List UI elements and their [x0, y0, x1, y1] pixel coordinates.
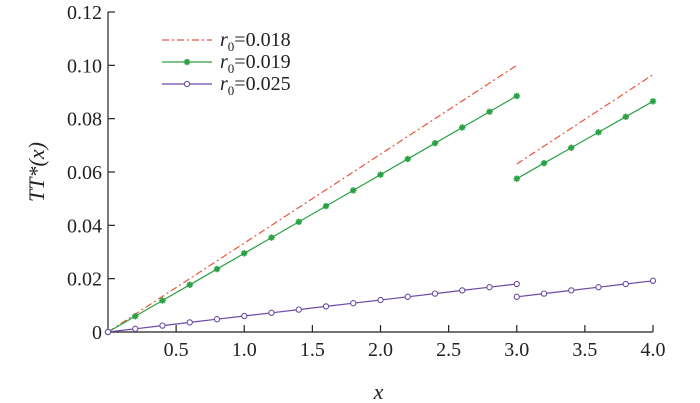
data-point [568, 287, 575, 294]
x-tick-label: 1.0 [232, 339, 257, 361]
data-point [350, 187, 357, 194]
y-ticks: 0 0.02 0.04 0.06 0.08 0.10 0.12 [67, 2, 115, 344]
data-point [486, 108, 493, 115]
data-point [595, 129, 602, 136]
series-0 [107, 64, 654, 333]
data-point [159, 297, 166, 304]
data-point [132, 325, 139, 332]
y-tick-label: 0.10 [67, 55, 102, 77]
x-tick-label: 4.0 [641, 339, 666, 361]
series-line [107, 64, 518, 333]
x-tick-label: 3.0 [504, 339, 529, 361]
data-point [295, 306, 302, 313]
data-point [104, 328, 112, 336]
x-ticks: 0.5 1.0 1.5 2.0 2.5 3.0 3.5 4.0 [164, 325, 666, 361]
data-point [241, 250, 248, 257]
data-point [268, 309, 275, 316]
data-point [186, 319, 193, 326]
y-tick-label: 0.12 [67, 2, 102, 24]
legend-entry: r0=0.025 [162, 73, 291, 98]
series-line [516, 100, 654, 180]
data-point [486, 284, 493, 291]
data-point [213, 316, 221, 323]
data-point [513, 175, 520, 182]
legend-entry: r0=0.019 [162, 51, 291, 76]
data-point [622, 280, 629, 288]
x-tick-label: 2.5 [436, 339, 461, 361]
data-point [540, 160, 548, 167]
legend-entry: r0=0.018 [162, 29, 291, 54]
data-point [459, 287, 466, 294]
data-point [540, 290, 548, 297]
data-point [183, 80, 191, 88]
legend-label: r0=0.018 [220, 29, 291, 54]
x-tick-label: 2.0 [368, 339, 393, 361]
data-point [568, 144, 575, 151]
data-point [595, 284, 602, 291]
series-line [107, 95, 518, 333]
data-point [322, 202, 330, 210]
data-point [513, 293, 520, 300]
x-tick-label: 3.5 [572, 339, 597, 361]
data-point [183, 58, 191, 66]
data-point [404, 293, 411, 300]
data-point [513, 280, 520, 288]
y-tick-label: 0.08 [67, 109, 102, 131]
data-point [459, 124, 466, 131]
data-point [350, 300, 357, 307]
data-point [649, 98, 657, 105]
data-point [213, 265, 221, 273]
y-tick-label: 0.02 [67, 269, 102, 291]
legend-label: r0=0.025 [220, 73, 291, 98]
y-tick-label: 0.04 [67, 215, 102, 237]
series-line [516, 280, 654, 298]
data-point [132, 313, 139, 320]
x-tick-label: 1.5 [300, 339, 325, 361]
data-point [268, 234, 275, 241]
series-layer [104, 64, 657, 336]
y-axis-title: TT*(x) [24, 142, 49, 202]
y-tick-label: 0.06 [67, 162, 102, 184]
y-tick-label: 0 [92, 322, 102, 344]
data-point [377, 296, 384, 304]
data-point [649, 277, 657, 284]
x-tick-label: 0.5 [164, 339, 189, 361]
series-line [107, 283, 517, 333]
data-point [431, 140, 439, 147]
data-point [295, 218, 302, 226]
series-line [516, 74, 654, 165]
x-axis-title: x [373, 379, 384, 403]
data-point [431, 290, 439, 297]
data-point [186, 281, 193, 288]
series-1 [104, 92, 657, 336]
data-point [404, 155, 411, 163]
data-point [622, 113, 629, 120]
data-point [241, 312, 248, 320]
data-point [377, 171, 384, 178]
data-point [322, 303, 330, 310]
legend-label: r0=0.019 [220, 51, 291, 76]
data-point [513, 92, 520, 100]
data-point [159, 322, 166, 329]
series-2 [104, 277, 657, 336]
